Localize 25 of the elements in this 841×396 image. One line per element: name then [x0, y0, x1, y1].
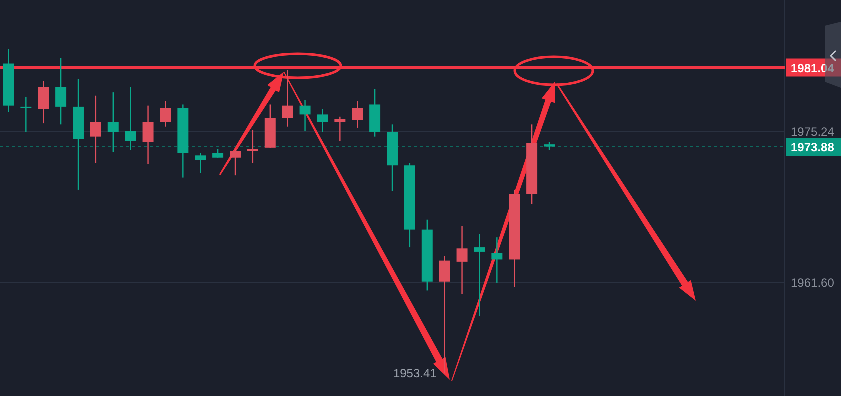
ref-line-label: 1981.04 [791, 61, 835, 76]
candlestick [20, 96, 32, 134]
candlestick [334, 116, 346, 142]
candlestick [125, 86, 136, 151]
candlestick [230, 148, 241, 176]
candlestick [439, 256, 450, 374]
candlestick [317, 108, 328, 134]
candlestick [108, 92, 119, 153]
candlestick [160, 100, 172, 128]
candlestick [56, 58, 67, 126]
ref-line-label: 1973.88 [791, 140, 835, 155]
candlestick [142, 105, 154, 166]
candlestick [38, 80, 50, 124]
candlestick [300, 100, 311, 132]
candlestick [474, 234, 486, 317]
candlestick [456, 226, 468, 295]
y-tick-label: 1961.60 [791, 276, 835, 290]
candlestick [282, 70, 294, 128]
y-tick-label: 1975.24 [791, 124, 835, 139]
candlestick [492, 236, 503, 284]
candlestick [90, 95, 102, 164]
candlestick [352, 100, 364, 129]
annotation: 1953.41 [393, 366, 438, 381]
candlestick [195, 152, 206, 174]
candlestick [247, 130, 258, 164]
